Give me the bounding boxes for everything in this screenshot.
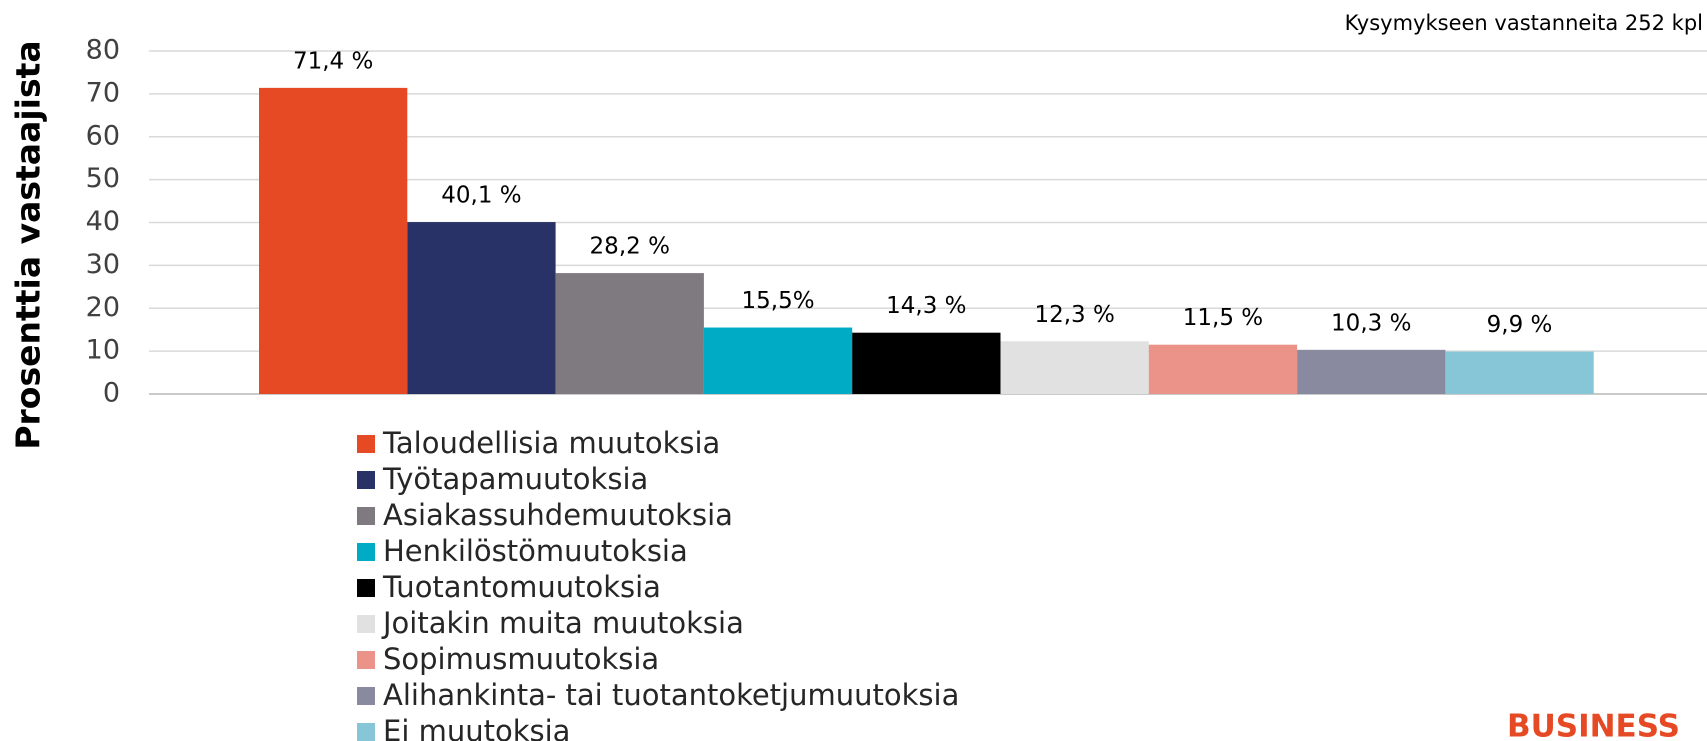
legend-swatch bbox=[357, 615, 375, 633]
legend-label: Joitakin muita muutoksia bbox=[381, 606, 744, 640]
value-label: 15,5% bbox=[742, 288, 815, 314]
y-tick-label: 60 bbox=[86, 120, 120, 151]
legend-swatch bbox=[357, 687, 375, 705]
bar bbox=[1445, 351, 1594, 394]
value-label: 71,4 % bbox=[293, 48, 373, 74]
bar bbox=[555, 273, 704, 394]
legend-label: Alihankinta- tai tuotantoketjumuutoksia bbox=[383, 678, 959, 712]
value-label: 12,3 % bbox=[1034, 302, 1114, 328]
y-axis-label: Prosenttia vastaajista bbox=[9, 40, 48, 449]
logo: BUSINESS bbox=[1507, 709, 1680, 741]
y-tick-label: 70 bbox=[86, 77, 120, 108]
legend-swatch bbox=[357, 579, 375, 597]
value-label: 40,1 % bbox=[441, 183, 521, 209]
bar bbox=[259, 87, 408, 394]
value-label: 14,3 % bbox=[886, 293, 966, 319]
value-label: 10,3 % bbox=[1331, 310, 1411, 336]
legend-swatch bbox=[357, 543, 375, 561]
legend-label: Tuotantomuutoksia bbox=[382, 570, 661, 604]
legend-label: Sopimusmuutoksia bbox=[383, 642, 659, 676]
subtitle: Kysymykseen vastanneita 252 kpl bbox=[1345, 11, 1703, 35]
bar bbox=[407, 222, 556, 394]
legend-swatch bbox=[357, 507, 375, 525]
y-tick-label: 0 bbox=[103, 378, 120, 409]
legend-label: Työtapamuutoksia bbox=[382, 462, 648, 496]
legend-label: Asiakassuhdemuutoksia bbox=[383, 498, 733, 532]
bar bbox=[703, 327, 853, 394]
legend-label: Ei muutoksia bbox=[383, 714, 570, 741]
bar bbox=[1148, 344, 1298, 394]
y-tick-label: 80 bbox=[86, 35, 120, 66]
legend-swatch bbox=[357, 435, 375, 453]
legend-swatch bbox=[357, 723, 375, 741]
bar bbox=[1000, 341, 1149, 394]
y-tick-label: 10 bbox=[86, 335, 120, 366]
bar bbox=[852, 332, 1001, 394]
y-tick-label: 30 bbox=[86, 249, 120, 280]
value-label: 11,5 % bbox=[1183, 305, 1263, 331]
legend-swatch bbox=[357, 651, 375, 669]
legend-label: Taloudellisia muutoksia bbox=[382, 426, 720, 460]
y-tick-label: 20 bbox=[86, 292, 120, 323]
value-label: 28,2 % bbox=[590, 234, 670, 260]
legend-label: Henkilöstömuutoksia bbox=[383, 534, 688, 568]
y-tick-label: 40 bbox=[86, 206, 120, 237]
bar bbox=[1297, 349, 1446, 394]
y-tick-label: 50 bbox=[86, 163, 120, 194]
value-label: 9,9 % bbox=[1487, 312, 1553, 338]
legend-swatch bbox=[357, 471, 375, 489]
